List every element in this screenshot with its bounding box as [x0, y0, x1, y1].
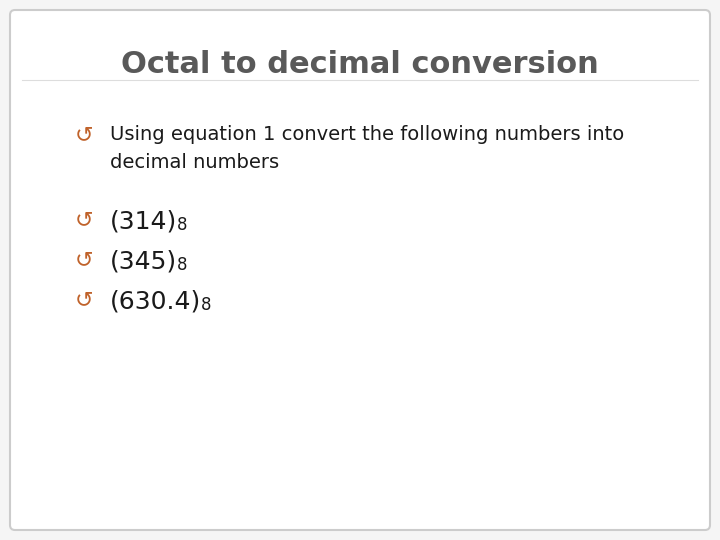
- Text: 8: 8: [177, 216, 188, 234]
- Text: 8: 8: [177, 256, 188, 274]
- FancyBboxPatch shape: [10, 10, 710, 530]
- Text: (345): (345): [110, 250, 177, 274]
- Text: ↺: ↺: [75, 290, 94, 310]
- Text: Using equation 1 convert the following numbers into: Using equation 1 convert the following n…: [110, 125, 624, 144]
- Text: (630.4): (630.4): [110, 290, 202, 314]
- Text: decimal numbers: decimal numbers: [110, 153, 279, 172]
- Text: Octal to decimal conversion: Octal to decimal conversion: [121, 50, 599, 79]
- Text: ↺: ↺: [75, 210, 94, 230]
- Text: ↺: ↺: [75, 125, 94, 145]
- Text: 8: 8: [202, 296, 212, 314]
- Text: ↺: ↺: [75, 250, 94, 270]
- Text: (314): (314): [110, 210, 177, 234]
